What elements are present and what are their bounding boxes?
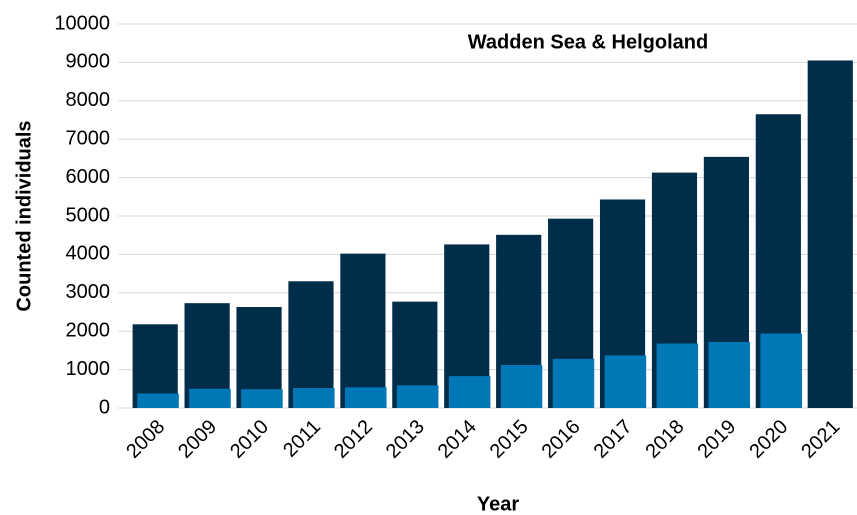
bar [552, 358, 595, 408]
bar [189, 388, 231, 408]
y-tick-label: 0 [99, 396, 110, 418]
x-tick-label: 2015 [486, 416, 533, 463]
bar [604, 355, 647, 408]
y-tick-label: 7000 [66, 127, 111, 149]
y-tick-label: 6000 [66, 166, 111, 188]
bar [340, 253, 386, 408]
bar [656, 343, 699, 408]
x-tick-label: 2018 [641, 416, 688, 463]
y-tick-label: 3000 [66, 281, 111, 303]
x-tick-label: 2011 [279, 416, 325, 462]
x-tick-label: 2019 [693, 416, 740, 463]
y-axis-title: Counted individuals [13, 120, 35, 311]
bar [241, 389, 283, 408]
bar [293, 388, 335, 408]
x-tick-label: 2020 [745, 416, 792, 463]
y-tick-label: 1000 [66, 358, 111, 380]
y-tick-label: 4000 [66, 243, 111, 265]
x-tick-label: 2008 [122, 416, 169, 463]
y-tick-label: 8000 [66, 89, 111, 111]
x-tick-label: 2012 [330, 416, 377, 463]
bar [708, 341, 751, 408]
x-tick-label: 2010 [226, 416, 273, 463]
x-tick-label: 2017 [590, 416, 637, 463]
y-tick-label: 9000 [66, 51, 111, 73]
y-tick-label: 2000 [66, 319, 111, 341]
x-tick-label: 2014 [434, 416, 481, 463]
bar [344, 387, 387, 408]
bar [448, 376, 491, 408]
bar [807, 60, 853, 408]
bar [500, 364, 543, 408]
bar [288, 281, 334, 408]
chart-title: Wadden Sea & Helgoland [468, 31, 708, 53]
bar [137, 393, 179, 408]
bar [760, 333, 802, 408]
y-tick-label: 5000 [66, 204, 111, 226]
x-tick-label: 2013 [382, 416, 429, 463]
x-tick-label: 2009 [174, 416, 221, 463]
x-axis-title: Year [477, 493, 519, 515]
x-tick-label: 2016 [538, 416, 585, 463]
y-tick-label: 10000 [54, 12, 110, 34]
bar [396, 385, 439, 408]
x-tick-label: 2021 [797, 416, 844, 463]
